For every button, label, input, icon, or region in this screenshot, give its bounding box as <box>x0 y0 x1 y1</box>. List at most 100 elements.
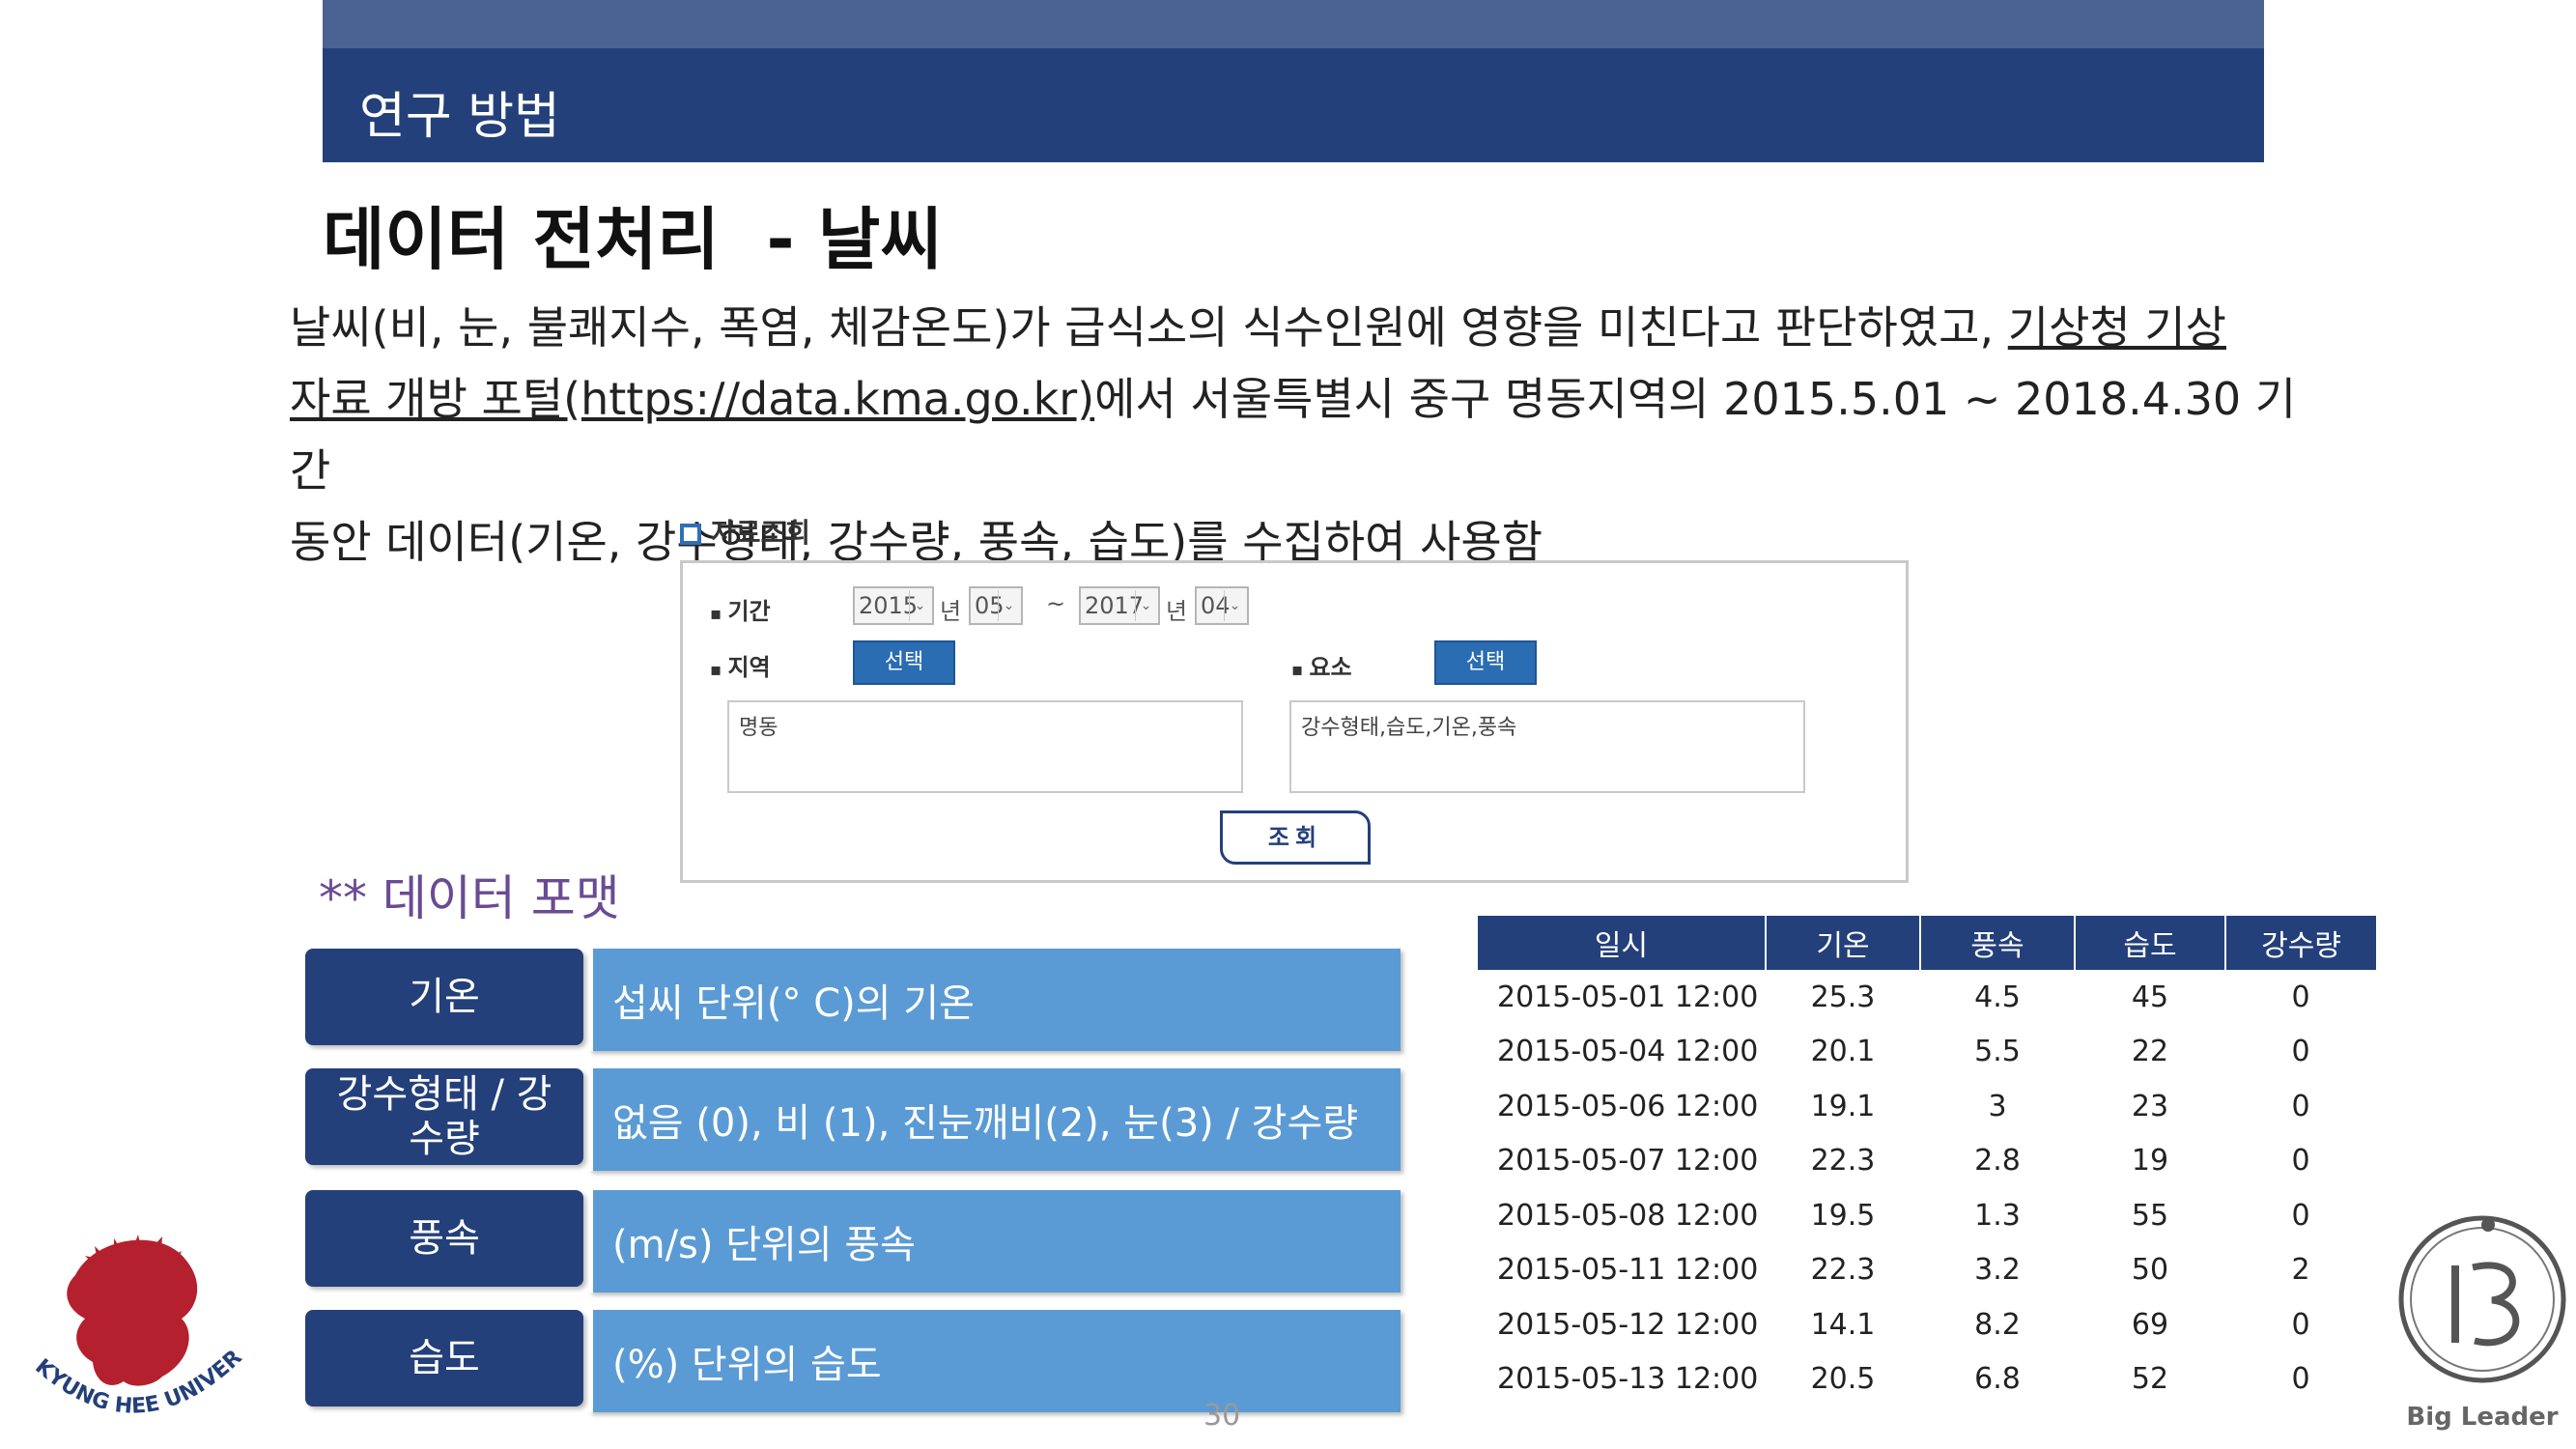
format-description: (%) 단위의 습도 <box>589 1310 1401 1412</box>
table-header-row: 일시 기온 풍속 습도 강수량 <box>1478 916 2376 970</box>
page-number: 30 <box>1203 1399 1241 1433</box>
table-cell: 2015-05-04 12:00 <box>1497 1035 1759 1069</box>
table-cell: 22.3 <box>1810 1253 1876 1288</box>
table-cell: 20.1 <box>1810 1035 1876 1069</box>
table-cell: 20.5 <box>1810 1362 1876 1397</box>
table-cell: 2015-05-13 12:00 <box>1497 1362 1759 1397</box>
table-row: 2015-05-01 12:00 25.3 4.5 45 0 <box>1478 970 2376 1025</box>
table-cell: 5.5 <box>1974 1035 2021 1069</box>
format-key: 강수형태 / 강수량 <box>305 1068 583 1165</box>
format-row: 풍속 (m/s) 단위의 풍속 <box>305 1190 1401 1293</box>
table-cell: 2015-05-01 12:00 <box>1497 980 1759 1014</box>
column-header: 습도 <box>2075 916 2226 970</box>
lion-crest-icon <box>67 1235 198 1386</box>
table-cell: 6.8 <box>1974 1362 2021 1397</box>
format-key: 습도 <box>305 1310 583 1406</box>
query-panel-heading-text: 자료조회 <box>711 517 811 549</box>
table-cell: 0 <box>2291 1198 2310 1233</box>
table-cell: 3 <box>1988 1089 2007 1123</box>
query-panel-heading: 자료조회 <box>680 512 810 551</box>
table-row: 2015-05-08 12:00 19.5 1.3 55 0 <box>1478 1188 2376 1243</box>
big-leader-logo: Big Leader <box>2398 1215 2566 1432</box>
chevron-down-icon: ⌄ <box>1224 590 1245 621</box>
table-cell: 22.3 <box>1810 1144 1876 1179</box>
column-header: 기온 <box>1766 916 1921 970</box>
period-label: 기간 <box>710 592 770 626</box>
element-label: 요소 <box>1291 648 1351 682</box>
table-cell: 2015-05-11 12:00 <box>1497 1253 1759 1288</box>
search-button[interactable]: 조회 <box>1220 810 1371 865</box>
format-row: 습도 (%) 단위의 습도 <box>305 1310 1401 1412</box>
start-month-select[interactable]: 05 ⌄ <box>969 586 1023 625</box>
table-cell: 0 <box>2291 980 2310 1014</box>
region-select-button[interactable]: 선택 <box>853 640 955 685</box>
table-row: 2015-05-04 12:00 20.1 5.5 22 0 <box>1478 1025 2376 1080</box>
table-cell: 19.5 <box>1810 1198 1876 1233</box>
kma-link-part-2[interactable]: 자료 개방 포털(https://data.kma.go.kr) <box>290 373 1095 425</box>
table-cell: 2015-05-06 12:00 <box>1497 1089 1759 1123</box>
big-leader-text: Big Leader <box>2406 1403 2558 1432</box>
element-textarea[interactable]: 강수형태,습도,기온,풍속 <box>1289 700 1805 793</box>
square-bullet-icon <box>680 524 701 545</box>
table-row: 2015-05-11 12:00 22.3 3.2 50 2 <box>1478 1243 2376 1298</box>
table-cell: 45 <box>2131 980 2169 1014</box>
start-year-select[interactable]: 2015 ⌄ <box>853 586 934 625</box>
table-cell: 4.5 <box>1974 980 2021 1014</box>
table-cell: 0 <box>2291 1144 2310 1179</box>
paragraph-text: 날씨(비, 눈, 불쾌지수, 폭염, 체감온도)가 급식소의 식수인원에 영향을… <box>290 301 2008 354</box>
chevron-down-icon: ⌄ <box>998 590 1019 621</box>
table-cell: 14.1 <box>1810 1307 1876 1342</box>
column-header: 풍속 <box>1920 916 2076 970</box>
paragraph-line-3: 동안 데이터(기온, 강수형태, 강수량, 풍속, 습도)를 수집하여 사용함 <box>290 516 1543 568</box>
table-cell: 50 <box>2131 1253 2169 1288</box>
element-select-button[interactable]: 선택 <box>1434 640 1537 685</box>
banner-top-strip <box>323 0 2264 48</box>
chevron-down-icon: ⌄ <box>909 590 930 621</box>
query-panel: 기간 2015⌄ 년 05⌄ ~ 2017⌄ 년 04⌄ 지역 선택 요소 선택… <box>680 560 1909 883</box>
tilde-separator: ~ <box>1046 590 1066 617</box>
data-format-title: ** 데이터 포맷 <box>319 870 620 926</box>
slide-title: 데이터 전처리 - 날씨 <box>323 200 943 279</box>
table-cell: 19.1 <box>1810 1089 1876 1123</box>
year-unit-label: 년 <box>940 598 962 625</box>
kma-link-part-1[interactable]: 기상청 기상 <box>2007 301 2226 354</box>
table-cell: 19 <box>2131 1144 2169 1179</box>
format-description: 섭씨 단위(° C)의 기온 <box>589 949 1401 1051</box>
table-cell: 22 <box>2131 1035 2169 1069</box>
table-cell: 25.3 <box>1810 980 1876 1014</box>
table-cell: 69 <box>2131 1307 2169 1342</box>
table-cell: 23 <box>2131 1089 2169 1123</box>
table-cell: 2 <box>2291 1253 2310 1288</box>
table-row: 2015-05-12 12:00 14.1 8.2 69 0 <box>1478 1297 2376 1352</box>
year-unit-label: 년 <box>1166 598 1188 625</box>
format-description: 없음 (0), 비 (1), 진눈깨비(2), 눈(3) / 강수량 <box>589 1068 1401 1171</box>
table-cell: 1.3 <box>1974 1198 2021 1233</box>
table-cell: 2015-05-08 12:00 <box>1497 1198 1759 1233</box>
format-row: 강수형태 / 강수량 없음 (0), 비 (1), 진눈깨비(2), 눈(3) … <box>305 1068 1401 1171</box>
table-cell: 0 <box>2291 1362 2310 1397</box>
format-key: 풍속 <box>305 1190 583 1287</box>
end-year-select[interactable]: 2017 ⌄ <box>1079 586 1160 625</box>
table-cell: 3.2 <box>1974 1253 2021 1288</box>
table-row: 2015-05-13 12:00 20.5 6.8 52 0 <box>1478 1352 2376 1407</box>
column-header: 강수량 <box>2225 916 2376 970</box>
table-cell: 52 <box>2131 1362 2169 1397</box>
format-description: (m/s) 단위의 풍속 <box>589 1190 1401 1293</box>
column-header: 일시 <box>1478 916 1767 970</box>
region-textarea[interactable]: 명동 <box>727 700 1243 793</box>
table-cell: 0 <box>2291 1089 2310 1123</box>
table-row: 2015-05-07 12:00 22.3 2.8 19 0 <box>1478 1134 2376 1189</box>
section-banner <box>323 48 2264 162</box>
paragraph-line-1: 날씨(비, 눈, 불쾌지수, 폭염, 체감온도)가 급식소의 식수인원에 영향을… <box>290 292 2328 363</box>
table-cell: 2015-05-07 12:00 <box>1497 1144 1759 1179</box>
format-key: 기온 <box>305 949 583 1045</box>
region-label: 지역 <box>710 648 770 682</box>
paragraph-text: 에서 서울특별시 중구 명동지역의 2015.5.01 ~ 2018.4.30 … <box>290 373 2297 497</box>
university-logo: KYUNG HEE UNIVERSITY <box>17 1217 247 1419</box>
chevron-down-icon: ⌄ <box>1135 590 1156 621</box>
end-month-select[interactable]: 04 ⌄ <box>1195 586 1249 625</box>
table-cell: 0 <box>2291 1035 2310 1069</box>
table-cell: 55 <box>2131 1198 2169 1233</box>
table-row: 2015-05-06 12:00 19.1 3 23 0 <box>1478 1079 2376 1134</box>
b3-circle-logo-icon <box>2398 1215 2566 1383</box>
